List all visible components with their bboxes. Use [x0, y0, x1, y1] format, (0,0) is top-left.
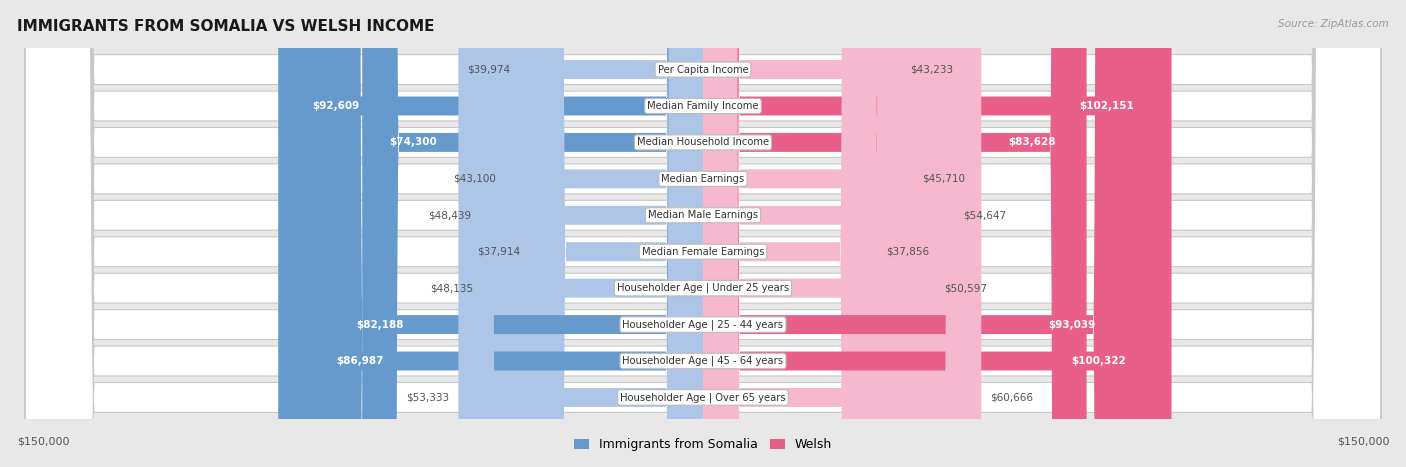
FancyBboxPatch shape [25, 0, 1381, 467]
Text: $83,628: $83,628 [1008, 137, 1056, 148]
Text: Per Capita Income: Per Capita Income [658, 64, 748, 75]
FancyBboxPatch shape [505, 0, 703, 467]
Text: Median Male Earnings: Median Male Earnings [648, 210, 758, 220]
FancyBboxPatch shape [25, 0, 1381, 467]
Text: IMMIGRANTS FROM SOMALIA VS WELSH INCOME: IMMIGRANTS FROM SOMALIA VS WELSH INCOME [17, 19, 434, 34]
FancyBboxPatch shape [703, 0, 953, 467]
FancyBboxPatch shape [703, 0, 981, 467]
Text: $54,647: $54,647 [963, 210, 1005, 220]
FancyBboxPatch shape [703, 0, 1130, 467]
FancyBboxPatch shape [482, 0, 703, 467]
FancyBboxPatch shape [703, 0, 1087, 467]
Text: $60,666: $60,666 [990, 392, 1033, 403]
FancyBboxPatch shape [529, 0, 703, 467]
Text: $48,135: $48,135 [430, 283, 472, 293]
FancyBboxPatch shape [25, 0, 1381, 467]
FancyBboxPatch shape [304, 0, 703, 467]
FancyBboxPatch shape [481, 0, 703, 467]
Text: $37,856: $37,856 [886, 247, 929, 257]
Text: Source: ZipAtlas.com: Source: ZipAtlas.com [1278, 19, 1389, 28]
FancyBboxPatch shape [326, 0, 703, 467]
Text: $43,100: $43,100 [453, 174, 496, 184]
Text: Householder Age | Over 65 years: Householder Age | Over 65 years [620, 392, 786, 403]
FancyBboxPatch shape [25, 0, 1381, 467]
Text: $93,039: $93,039 [1049, 319, 1095, 330]
Text: $53,333: $53,333 [406, 392, 449, 403]
Text: $102,151: $102,151 [1080, 101, 1135, 111]
FancyBboxPatch shape [25, 0, 1381, 467]
FancyBboxPatch shape [25, 0, 1381, 467]
Text: $150,000: $150,000 [1337, 436, 1389, 446]
Text: $45,710: $45,710 [922, 174, 965, 184]
FancyBboxPatch shape [703, 0, 876, 467]
Text: $39,974: $39,974 [467, 64, 510, 75]
Text: $150,000: $150,000 [17, 436, 69, 446]
FancyBboxPatch shape [458, 0, 703, 467]
Legend: Immigrants from Somalia, Welsh: Immigrants from Somalia, Welsh [568, 433, 838, 456]
Text: $92,609: $92,609 [312, 101, 360, 111]
Text: $100,322: $100,322 [1071, 356, 1126, 366]
FancyBboxPatch shape [703, 0, 935, 467]
Text: $37,914: $37,914 [477, 247, 520, 257]
FancyBboxPatch shape [703, 0, 912, 467]
FancyBboxPatch shape [520, 0, 703, 467]
Text: Householder Age | 45 - 64 years: Householder Age | 45 - 64 years [623, 356, 783, 366]
FancyBboxPatch shape [363, 0, 703, 467]
FancyBboxPatch shape [25, 0, 1381, 467]
Text: $82,188: $82,188 [356, 319, 404, 330]
Text: Householder Age | Under 25 years: Householder Age | Under 25 years [617, 283, 789, 293]
FancyBboxPatch shape [703, 0, 1171, 467]
FancyBboxPatch shape [25, 0, 1381, 467]
FancyBboxPatch shape [278, 0, 703, 467]
Text: $50,597: $50,597 [945, 283, 987, 293]
Text: Median Family Income: Median Family Income [647, 101, 759, 111]
Text: $86,987: $86,987 [336, 356, 384, 366]
Text: Householder Age | 25 - 44 years: Householder Age | 25 - 44 years [623, 319, 783, 330]
Text: $74,300: $74,300 [389, 137, 437, 148]
FancyBboxPatch shape [25, 0, 1381, 467]
Text: $43,233: $43,233 [911, 64, 953, 75]
Text: Median Household Income: Median Household Income [637, 137, 769, 148]
Text: $48,439: $48,439 [429, 210, 471, 220]
FancyBboxPatch shape [703, 0, 1163, 467]
Text: Median Female Earnings: Median Female Earnings [641, 247, 765, 257]
FancyBboxPatch shape [25, 0, 1381, 467]
FancyBboxPatch shape [703, 0, 901, 467]
Text: Median Earnings: Median Earnings [661, 174, 745, 184]
